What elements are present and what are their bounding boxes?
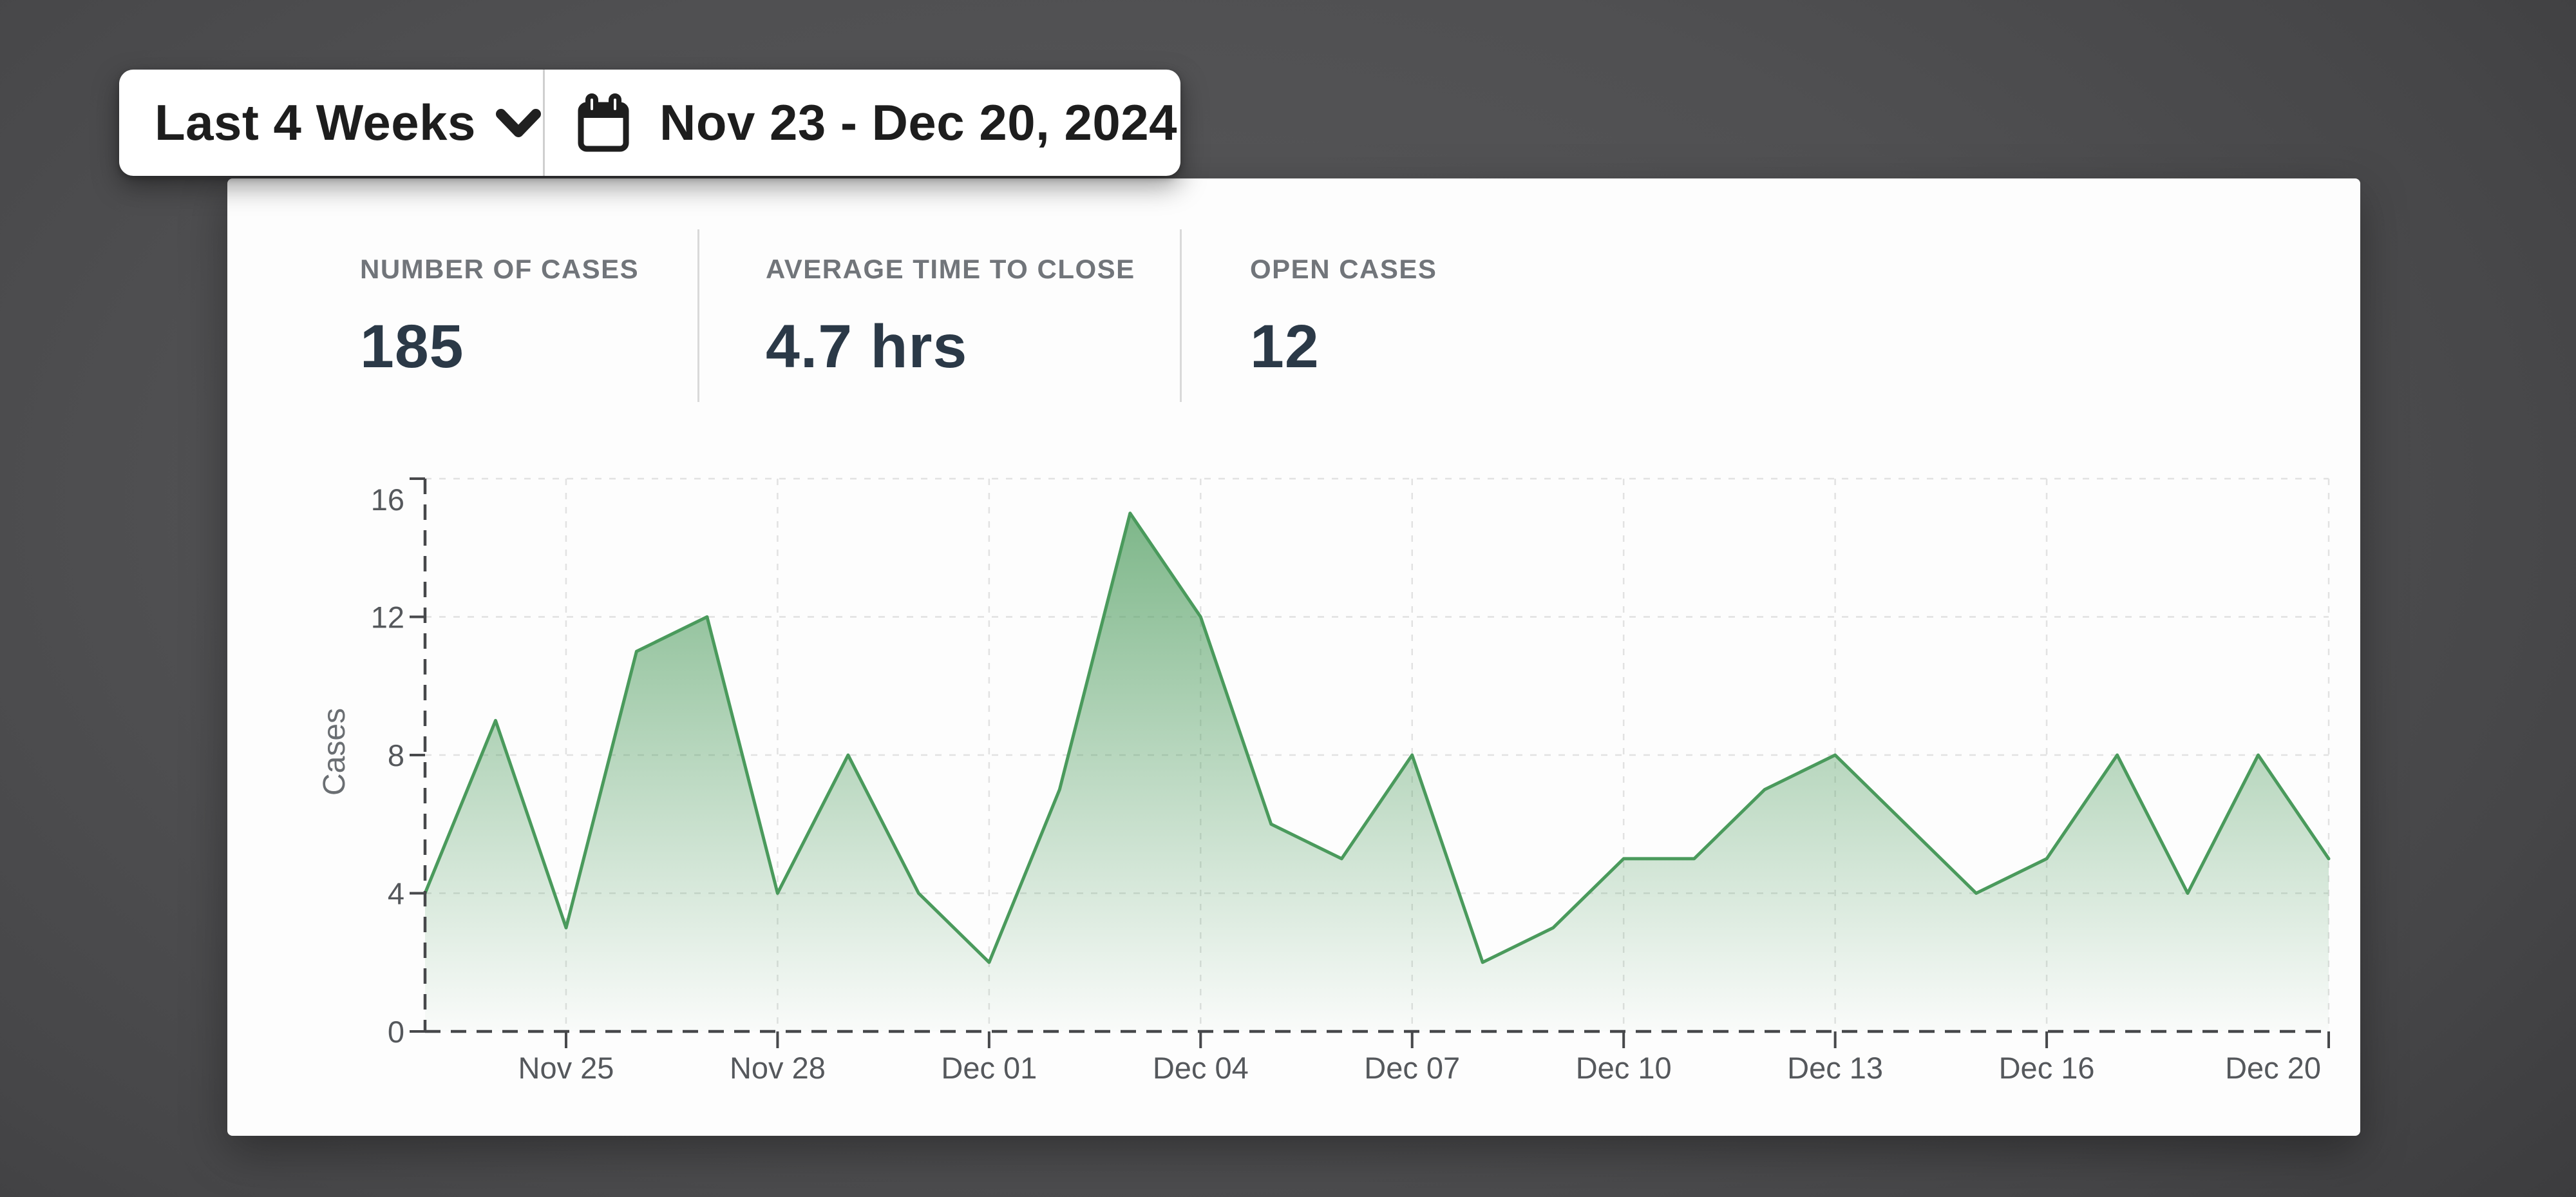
stat-open-cases: OPEN CASES 12 <box>1250 254 1437 382</box>
stat-label: OPEN CASES <box>1250 254 1437 284</box>
y-tick-label: 0 <box>388 1015 404 1049</box>
cases-area-chart: 0 4 8 12 16 Nov 25 Nov 28 Dec 01 Dec 04 Dec 07 Dec… <box>317 477 2331 1085</box>
calendar-icon <box>577 93 630 153</box>
range-selector[interactable]: Last 4 Weeks <box>119 70 543 176</box>
x-tick-label: Dec 04 <box>1153 1051 1249 1085</box>
y-tick-label: 8 <box>388 738 404 772</box>
date-filter: Last 4 Weeks Nov 23 - Dec 20, 2024 <box>119 70 1180 176</box>
filter-divider <box>543 70 545 176</box>
x-tick-label: Nov 25 <box>518 1051 614 1085</box>
x-tick-label: Dec 07 <box>1364 1051 1460 1085</box>
y-tick-label: 4 <box>388 877 404 911</box>
chevron-down-icon <box>495 108 542 139</box>
y-tick-label: 16 <box>371 483 404 517</box>
stat-number-of-cases: NUMBER OF CASES 185 <box>360 254 639 382</box>
x-tick-label: Dec 10 <box>1576 1051 1672 1085</box>
stat-value: 12 <box>1250 312 1320 381</box>
x-tick-label: Dec 01 <box>941 1051 1037 1085</box>
y-tick-label: 12 <box>371 600 404 635</box>
date-range-picker[interactable]: Nov 23 - Dec 20, 2024 <box>545 70 1180 176</box>
x-tick-label: Dec 13 <box>1787 1051 1883 1085</box>
range-selector-label: Last 4 Weeks <box>155 94 476 151</box>
stat-average-time-to-close: AVERAGE TIME TO CLOSE 4.7 hrs <box>766 254 1135 382</box>
x-tick-label: Dec 16 <box>1999 1051 2095 1085</box>
stat-value: 185 <box>360 312 464 381</box>
x-tick-label: Nov 28 <box>730 1051 826 1085</box>
stat-divider <box>1180 229 1182 402</box>
x-tick-label: Dec 20 <box>2225 1051 2321 1085</box>
cases-summary-card: NUMBER OF CASES 185 AVERAGE TIME TO CLOS… <box>227 178 2360 1136</box>
stat-label: AVERAGE TIME TO CLOSE <box>766 254 1135 284</box>
stat-value: 4.7 hrs <box>766 312 968 381</box>
stat-divider <box>697 229 699 402</box>
date-range-label: Nov 23 - Dec 20, 2024 <box>659 94 1177 151</box>
stat-label: NUMBER OF CASES <box>360 254 639 284</box>
y-axis-title: Cases <box>317 708 352 796</box>
